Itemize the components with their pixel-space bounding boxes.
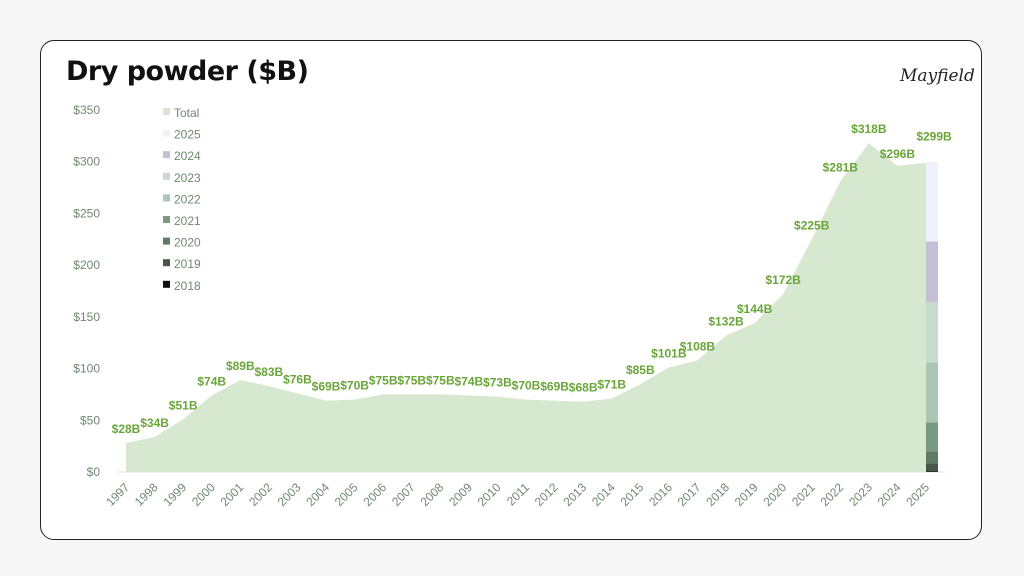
x-tick-label: 2013 (560, 480, 589, 509)
total-area (126, 143, 926, 472)
x-tick-label: 2022 (818, 480, 847, 509)
y-tick-label: $150 (73, 310, 100, 324)
x-tick-label: 2021 (789, 480, 818, 509)
data-label: $34B (140, 416, 169, 430)
y-tick-label: $100 (73, 362, 100, 376)
data-label: $83B (255, 365, 284, 379)
legend-label-2025: 2025 (174, 128, 201, 142)
x-tick-label: 2003 (275, 480, 304, 509)
y-tick-label: $0 (87, 465, 101, 479)
x-tick-label: 2018 (703, 480, 732, 509)
x-tick-label: 2023 (846, 480, 875, 509)
y-tick-label: $350 (73, 103, 100, 117)
x-tick-label: 2010 (475, 480, 504, 509)
data-label: $28B (112, 422, 141, 436)
x-tick-label: 2014 (589, 480, 618, 509)
data-label: $69B (540, 380, 569, 394)
x-tick-label: 2008 (418, 480, 447, 509)
data-label: $225B (794, 218, 830, 232)
x-tick-label: 2025 (903, 480, 932, 509)
x-tick-label: 2011 (504, 480, 532, 508)
x-tick-label: 2020 (760, 480, 789, 509)
legend-label-Total: Total (174, 106, 199, 120)
legend-swatch-2025 (163, 129, 170, 137)
y-tick-label: $200 (73, 258, 100, 272)
data-label: $172B (765, 273, 801, 287)
x-tick-label: 2002 (246, 480, 275, 509)
x-tick-label: 2000 (189, 480, 218, 509)
data-label: $70B (340, 379, 369, 393)
data-label: $132B (708, 314, 744, 328)
legend-label-2021: 2021 (174, 214, 201, 228)
y-tick-label: $300 (73, 155, 100, 169)
legend-label-2023: 2023 (174, 171, 201, 185)
data-label: $68B (569, 381, 598, 395)
legend-swatch-2022 (163, 194, 170, 202)
x-tick-label: 2016 (646, 480, 675, 509)
data-label: $75B (397, 373, 426, 387)
data-label: $75B (426, 373, 455, 387)
data-label: $70B (512, 379, 541, 393)
mayfield-logo: Mayfield (900, 66, 975, 86)
data-label: $74B (455, 374, 484, 388)
legend-swatch-2024 (163, 151, 170, 159)
data-label: $51B (169, 398, 198, 412)
data-label: $296B (880, 147, 916, 161)
data-label: $76B (283, 372, 312, 386)
x-tick-label: 2012 (532, 480, 561, 509)
legend-swatch-2023 (163, 172, 170, 180)
x-tick-label: 2009 (446, 480, 475, 509)
y-tick-label: $50 (80, 413, 100, 427)
chart-title: Dry powder ($B) (66, 56, 309, 87)
x-tick-label: 1997 (103, 480, 132, 509)
legend-label-2018: 2018 (174, 279, 201, 293)
x-tick-label: 2017 (675, 480, 704, 509)
x-tick-label: 2024 (875, 480, 904, 509)
x-tick-label: 2019 (732, 480, 761, 509)
data-label: $101B (651, 347, 687, 361)
data-label: $69B (312, 380, 341, 394)
stacked-bar-segment-2019 (926, 463, 938, 472)
data-label: $74B (197, 374, 226, 388)
x-tick-label: 2001 (218, 480, 247, 509)
legend-swatch-2021 (163, 216, 170, 223)
data-label: $318B (851, 122, 887, 136)
x-tick-label: 2007 (389, 480, 418, 509)
legend-swatch-2020 (163, 237, 170, 245)
legend-label-2024: 2024 (174, 149, 201, 163)
stacked-bar-segment-2025 (926, 161, 938, 242)
data-label: $89B (226, 359, 255, 373)
legend-swatch-2019 (163, 259, 170, 267)
data-label: $108B (680, 339, 716, 353)
legend-label-2022: 2022 (174, 192, 201, 206)
x-tick-label: 1999 (160, 480, 189, 509)
legend-label-2020: 2020 (174, 236, 201, 250)
data-label: $75B (369, 373, 398, 387)
x-tick-label: 2015 (618, 480, 647, 509)
stacked-bar-segment-2020 (926, 451, 938, 464)
stacked-bar-segment-2024 (926, 241, 938, 303)
x-tick-label: 2005 (332, 480, 361, 509)
stacked-bar-segment-2018 (926, 471, 938, 472)
legend-label-2019: 2019 (174, 257, 201, 271)
legend-swatch-2018 (163, 280, 170, 288)
data-label: $73B (483, 375, 512, 389)
data-label: $299B (916, 130, 952, 144)
y-tick-label: $250 (73, 206, 100, 220)
x-tick-label: 2004 (303, 480, 332, 509)
stacked-bar-segment-2021 (926, 422, 938, 452)
data-label: $144B (737, 302, 773, 316)
legend-swatch-Total (163, 108, 170, 115)
data-label: $281B (823, 160, 859, 174)
data-label: $71B (597, 378, 626, 392)
stacked-bar-segment-2022 (926, 362, 938, 423)
x-tick-label: 2006 (360, 480, 389, 509)
stacked-bar-segment-2023 (926, 302, 938, 363)
data-label: $85B (626, 363, 655, 377)
x-tick-label: 1998 (132, 480, 161, 509)
